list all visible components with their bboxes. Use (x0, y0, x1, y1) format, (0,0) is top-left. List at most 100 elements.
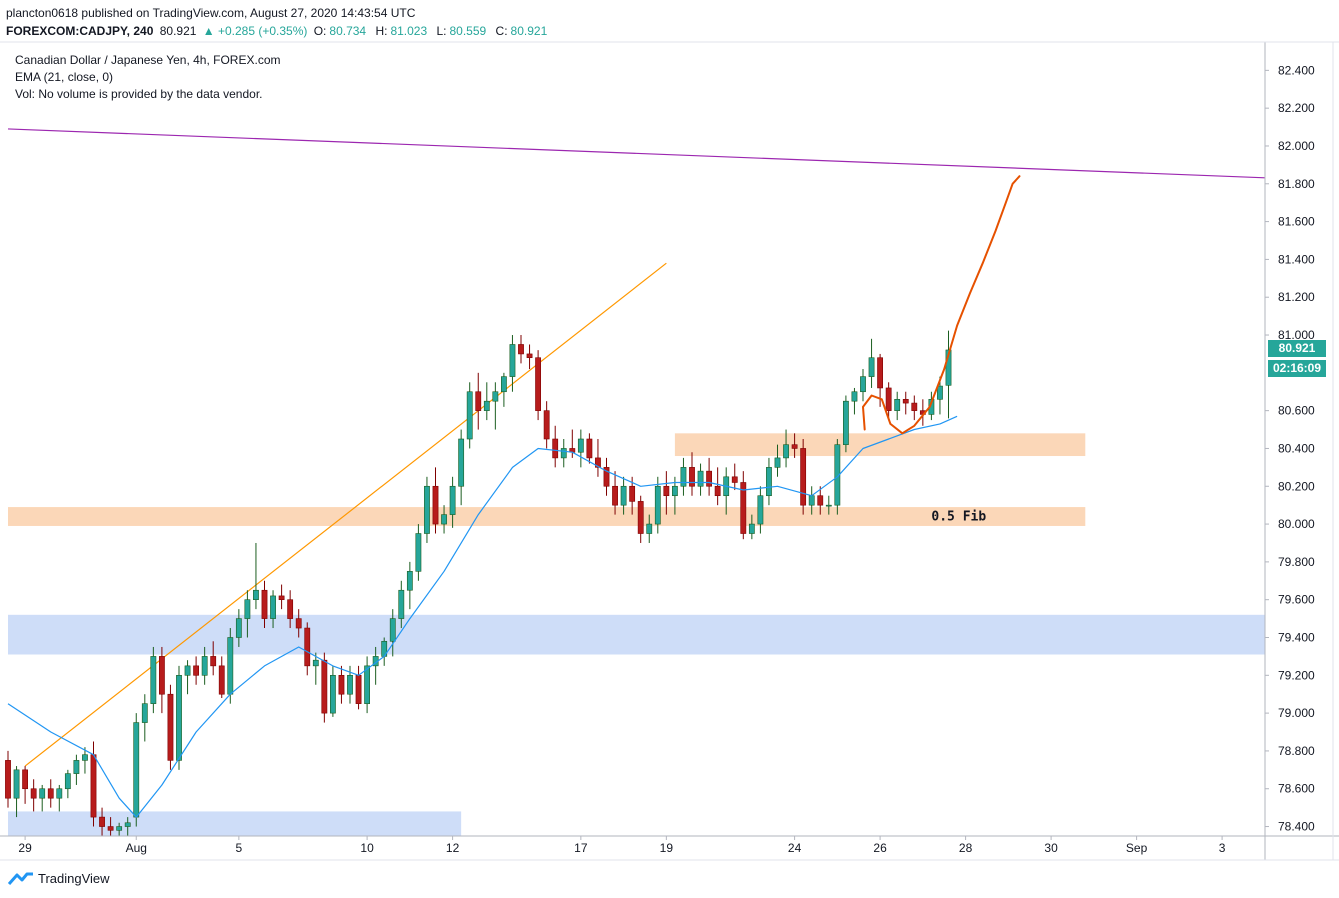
candle-91 (783, 429, 789, 468)
candle-body (82, 754, 88, 761)
open-label: O: (313, 24, 327, 38)
candle-85 (731, 463, 738, 491)
tradingview-logo-icon (8, 872, 33, 885)
candle-87 (748, 514, 755, 540)
candle-80 (689, 452, 695, 496)
candle-71 (612, 471, 618, 515)
candle-body (825, 504, 832, 507)
price-tick-label: 80.600 (1278, 404, 1315, 418)
price-change: ▲ +0.285 (+0.35%) (202, 24, 308, 38)
candle-44 (381, 637, 388, 666)
candle-body (791, 444, 798, 449)
candle-body (90, 754, 97, 818)
candle-92 (791, 433, 798, 458)
time-tick-label: Sep (1126, 841, 1148, 855)
candle-body (586, 438, 593, 459)
tradingview-brand[interactable]: TradingView (8, 871, 110, 886)
candle-body (364, 665, 370, 704)
candle-body (535, 357, 541, 411)
chart-frame (0, 41, 1339, 861)
candle-64 (552, 425, 559, 468)
legend-title[interactable]: Canadian Dollar / Japanese Yen, 4h, FORE… (15, 53, 281, 67)
candle-body (868, 357, 875, 377)
high-value: 81.023 (390, 24, 428, 38)
projection-sketch (862, 175, 1021, 435)
candle-body (56, 788, 63, 799)
fib-label: 0.5 Fib (931, 510, 986, 525)
candle-body (783, 444, 789, 459)
publish-info: plancton0618 published on TradingView.co… (6, 6, 416, 20)
ema-line (7, 415, 958, 818)
candle-body (860, 376, 866, 393)
candle-body (800, 448, 807, 506)
last-price: 80.921 (159, 24, 197, 38)
candle-body (458, 438, 465, 487)
price-tick-label: 78.400 (1278, 820, 1315, 834)
price-tick-label: 80.000 (1278, 517, 1315, 531)
candle-47 (406, 561, 413, 610)
legend-ema[interactable]: EMA (21, close, 0) (15, 70, 114, 84)
candle-body (159, 656, 165, 695)
candle-body (834, 444, 841, 506)
candle-body (945, 349, 952, 386)
candle-39 (338, 665, 345, 704)
candle-body (99, 816, 105, 827)
candle-15 (133, 713, 140, 827)
candle-54 (466, 382, 473, 449)
candle-body (278, 595, 285, 600)
price-tick-label: 80.200 (1278, 479, 1315, 493)
candle-body (603, 467, 610, 487)
price-tick-label: 82.000 (1278, 139, 1315, 153)
candle-body (124, 822, 131, 827)
candle-body (30, 788, 37, 799)
candle-body (885, 387, 892, 411)
price-tick-label: 78.600 (1278, 782, 1315, 796)
close-value: 80.921 (510, 24, 548, 38)
candle-69 (595, 439, 601, 477)
legend-volume[interactable]: Vol: No volume is provided by the data v… (15, 87, 263, 101)
price-tick-label: 79.400 (1278, 631, 1315, 645)
candle-59 (509, 335, 516, 392)
candle-65 (560, 439, 567, 468)
candle-35 (304, 622, 311, 676)
candle-101 (868, 338, 875, 388)
candle-body (13, 769, 20, 799)
candle-body (389, 618, 396, 642)
candle-body (167, 693, 174, 761)
candle-31 (270, 590, 276, 629)
candle-body (595, 457, 601, 468)
candle-103 (885, 382, 892, 421)
candle-45 (389, 609, 396, 657)
candle-body (560, 448, 567, 459)
candle-22 (193, 656, 199, 685)
candle-body (937, 385, 943, 400)
price-tick-label: 81.600 (1278, 215, 1315, 229)
candle-body (176, 675, 182, 761)
candle-body (552, 438, 559, 459)
symbol-name[interactable]: FOREXCOM:CADJPY, 240 (6, 24, 154, 38)
time-tick-label: Aug (126, 841, 147, 855)
candle-body (757, 495, 764, 525)
time-tick-label: 26 (873, 841, 887, 855)
candle-96 (825, 495, 832, 515)
zones-layer: 0.5 Fib (8, 433, 1265, 836)
candle-83 (714, 467, 721, 506)
candle-51 (441, 505, 447, 534)
candle-body (449, 485, 456, 515)
candle-body (424, 485, 430, 534)
trendline-purple (7, 128, 1266, 179)
candle-61 (526, 344, 533, 370)
price-tick-label: 79.800 (1278, 555, 1315, 569)
high-label: H: (375, 24, 388, 38)
candle-67 (577, 429, 584, 468)
zone-2 (8, 614, 1265, 655)
candle-body (133, 722, 140, 818)
candle-body (706, 470, 712, 487)
price-tick-label: 81.000 (1278, 328, 1315, 342)
trendlines-layer (7, 128, 1266, 767)
time-tick-label: 29 (18, 841, 32, 855)
candle-body (518, 344, 524, 355)
time-tick-label: 3 (1219, 841, 1226, 855)
candle-body (731, 476, 738, 483)
